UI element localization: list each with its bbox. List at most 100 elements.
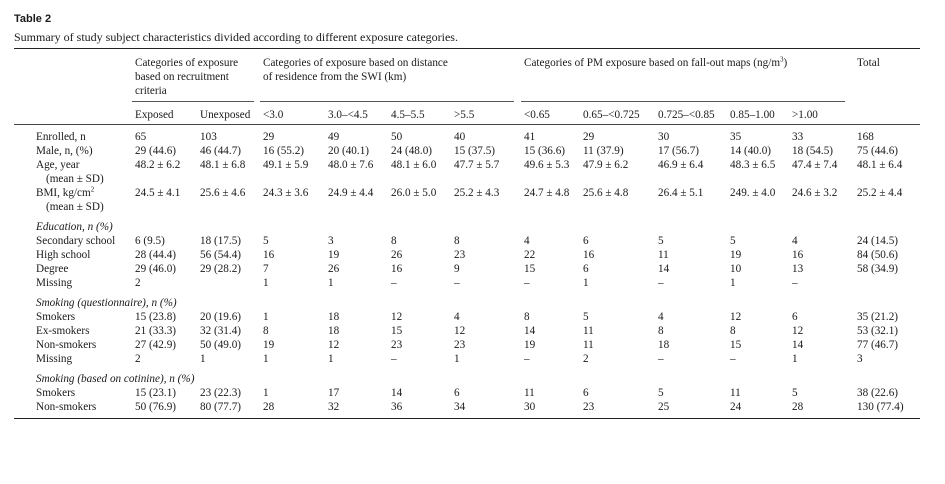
table-cell: 18 (54.5) [792,145,834,157]
table-cell: 13 [792,263,804,275]
table-cell: 32 [328,401,340,413]
group-header-distance: Categories of exposure based on distance [263,57,448,69]
table-rule [14,48,920,50]
table-cell: 12 [730,311,742,323]
row-label: Missing [36,353,73,365]
table-cell: 6 [454,387,460,399]
table-cell: 25.6 ± 4.8 [583,187,629,199]
table-cell: 8 [391,235,397,247]
table-cell: 14 [658,263,670,275]
table-cell: 36 [391,401,403,413]
table-cell: 5 [792,387,798,399]
table-cell: 15 (23.1) [135,387,177,399]
table-caption: Summary of study subject characteristics… [14,30,458,44]
table-cell: 40 [454,131,466,143]
row-label: Secondary school [36,235,116,247]
row-sublabel: (mean ± SD) [46,173,104,185]
table-cell: 5 [263,235,269,247]
table-cell: 14 [792,339,804,351]
table-cell: 58 (34.9) [857,263,899,275]
table-cell: 4 [524,235,530,247]
table-cell: 1 [263,353,269,365]
table-cell: 48.1 ± 6.0 [391,159,437,171]
table-cell: 18 [658,339,670,351]
table-cell: 34 [454,401,466,413]
table-cell: 12 [454,325,466,337]
row-label: Male, n, (%) [36,145,93,157]
table-cell: 38 (22.6) [857,387,899,399]
table-cell: 6 [583,235,589,247]
table-cell: 15 (36.6) [524,145,566,157]
table-cell: 2 [583,353,589,365]
table-cell: 12 [391,311,403,323]
table-cell: 2 [135,353,141,365]
table-cell: 30 [524,401,536,413]
table-cell: 19 [263,339,275,351]
table-cell: 5 [730,235,736,247]
table-cell: 10 [730,263,742,275]
table-cell: 29 [583,131,595,143]
table-cell: 26 [391,249,403,261]
table-cell: 26.4 ± 5.1 [658,187,704,199]
row-label: High school [36,249,91,261]
table-cell: – [524,353,530,365]
table-cell: 14 [391,387,403,399]
table-cell: 1 [263,277,269,289]
table-cell: 1 [328,277,334,289]
table-cell: 24.7 ± 4.8 [524,187,570,199]
table-cell: 23 [454,249,466,261]
table-cell: 16 [391,263,403,275]
table-cell: – [658,353,664,365]
table-cell: 80 (77.7) [200,401,242,413]
table-cell: 28 [263,401,275,413]
group-header-underline [260,101,514,102]
table-cell: 19 [328,249,340,261]
table-cell: 18 [328,311,340,323]
group-header-total: Total [857,57,880,69]
table-cell: 11 [730,387,741,399]
table-cell: 20 (19.6) [200,311,242,323]
column-header: Unexposed [200,109,251,121]
table-cell: 24.6 ± 3.2 [792,187,838,199]
table-cell: 103 [200,131,217,143]
table-cell: 19 [730,249,742,261]
table-cell: 1 [328,353,334,365]
table-cell: 29 [263,131,275,143]
table-cell: 16 [263,249,275,261]
table-cell: 168 [857,131,874,143]
table-rule [14,124,920,125]
row-label: BMI, kg/cm2 [36,185,95,199]
table-cell: 7 [263,263,269,275]
table-cell: 33 [792,131,804,143]
group-header-recruitment: Categories of exposure [135,57,239,69]
table-cell: 15 [730,339,742,351]
table-cell: 49.1 ± 5.9 [263,159,309,171]
table-rule [14,418,920,420]
table-cell: – [792,277,798,289]
table-cell: 25 [658,401,670,413]
table-cell: 49.6 ± 5.3 [524,159,570,171]
table-cell: 15 [524,263,536,275]
table-cell: 6 [792,311,798,323]
table-cell: 5 [658,387,664,399]
table-cell: 24.3 ± 3.6 [263,187,309,199]
table-cell: 23 [454,339,466,351]
table-cell: 50 [391,131,403,143]
table-cell: 24 (48.0) [391,145,433,157]
table-cell: 23 (22.3) [200,387,242,399]
table-cell: 84 (50.6) [857,249,899,261]
table-cell: 30 [658,131,670,143]
table-cell: 8 [524,311,530,323]
table-cell: 24.5 ± 4.1 [135,187,181,199]
table-cell: 47.4 ± 7.4 [792,159,838,171]
table-cell: 4 [658,311,664,323]
table-cell: 29 (44.6) [135,145,177,157]
column-header: <3.0 [263,109,284,121]
table-cell: 249. ± 4.0 [730,187,776,199]
table-cell: 14 [524,325,536,337]
table-cell: 6 (9.5) [135,235,165,247]
table-cell: 12 [328,339,340,351]
table-cell: 23 [391,339,403,351]
column-header: 3.0–<4.5 [328,109,368,121]
table-cell: – [391,277,397,289]
